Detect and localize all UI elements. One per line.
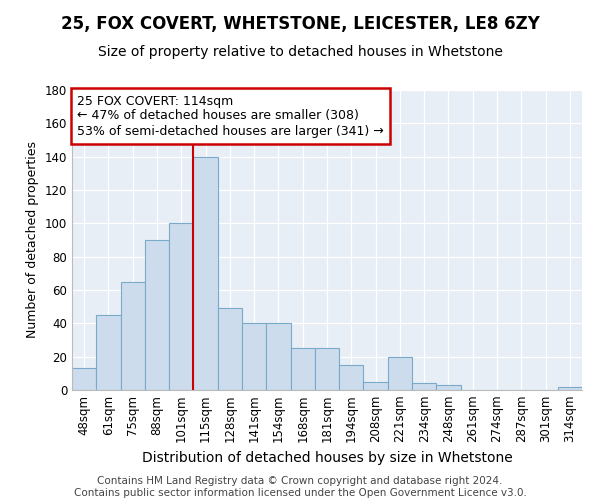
- Text: Contains HM Land Registry data © Crown copyright and database right 2024.
Contai: Contains HM Land Registry data © Crown c…: [74, 476, 526, 498]
- X-axis label: Distribution of detached houses by size in Whetstone: Distribution of detached houses by size …: [142, 451, 512, 465]
- Bar: [436, 385, 461, 390]
- Bar: [364, 382, 388, 390]
- Bar: [266, 324, 290, 390]
- Bar: [193, 156, 218, 390]
- Bar: [218, 308, 242, 390]
- Y-axis label: Number of detached properties: Number of detached properties: [26, 142, 39, 338]
- Bar: [290, 348, 315, 390]
- Bar: [145, 240, 169, 390]
- Bar: [72, 368, 96, 390]
- Bar: [412, 384, 436, 390]
- Bar: [315, 348, 339, 390]
- Text: 25 FOX COVERT: 114sqm
← 47% of detached houses are smaller (308)
53% of semi-det: 25 FOX COVERT: 114sqm ← 47% of detached …: [77, 94, 384, 138]
- Bar: [169, 224, 193, 390]
- Text: 25, FOX COVERT, WHETSTONE, LEICESTER, LE8 6ZY: 25, FOX COVERT, WHETSTONE, LEICESTER, LE…: [61, 15, 539, 33]
- Bar: [558, 386, 582, 390]
- Bar: [96, 315, 121, 390]
- Bar: [339, 365, 364, 390]
- Text: Size of property relative to detached houses in Whetstone: Size of property relative to detached ho…: [98, 45, 502, 59]
- Bar: [388, 356, 412, 390]
- Bar: [121, 282, 145, 390]
- Bar: [242, 324, 266, 390]
